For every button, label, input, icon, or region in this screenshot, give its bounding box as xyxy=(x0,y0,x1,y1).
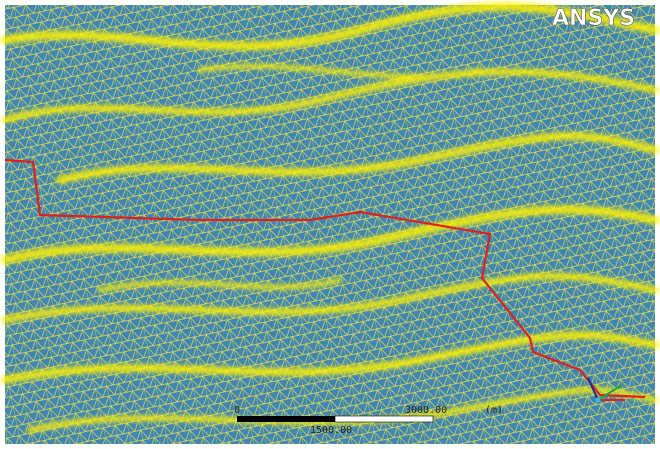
scale-mid: 1500.00 xyxy=(310,425,352,436)
scale-start: 0 xyxy=(234,405,240,416)
scale-bar-black xyxy=(237,416,335,422)
ansys-logo: ANSYS xyxy=(552,6,635,31)
scale-unit: (m) xyxy=(485,405,503,416)
axis-triad xyxy=(587,377,625,403)
scale-bar: 0 3000.00 (m) 1500.00 xyxy=(234,405,503,436)
path-line xyxy=(4,158,646,399)
scale-bar-white xyxy=(334,415,434,423)
scale-end: 3000.00 xyxy=(405,405,447,416)
